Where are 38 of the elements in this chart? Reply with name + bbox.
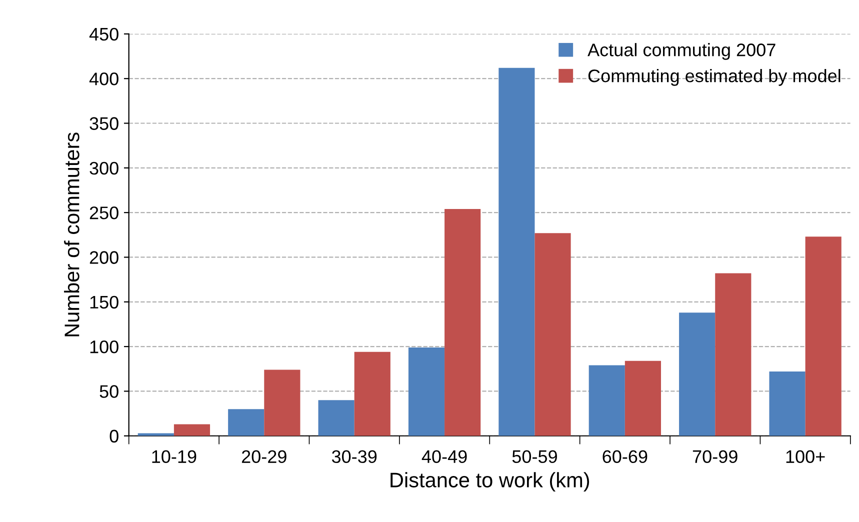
x-tick-label: 20-29 <box>242 450 286 464</box>
y-tick-label: 50 <box>100 385 118 398</box>
y-tick-label: 100 <box>90 340 118 354</box>
y-tick-label: 200 <box>90 251 118 264</box>
y-tick-label: 250 <box>90 206 118 220</box>
x-tick-label: 60-69 <box>602 450 648 464</box>
y-tick-label: 450 <box>89 28 118 41</box>
y-tick-label: 150 <box>90 296 118 309</box>
bar <box>588 365 625 436</box>
bar <box>318 400 354 436</box>
bar <box>408 347 445 436</box>
bar <box>444 208 481 436</box>
bar <box>624 360 661 436</box>
bar <box>174 424 210 436</box>
y-tick-label: 350 <box>90 117 118 130</box>
bar <box>534 233 571 436</box>
x-tick-label: 100+ <box>786 450 825 464</box>
y-axis-title: Number of commuters <box>64 132 80 336</box>
x-tick-label: 30-39 <box>332 450 377 464</box>
bar <box>679 312 716 436</box>
x-tick-label: 10-19 <box>152 450 196 464</box>
bar <box>228 409 264 436</box>
y-tick-label: 400 <box>89 72 118 86</box>
bar <box>769 372 806 436</box>
bar <box>138 433 174 436</box>
x-tick-label: 40-49 <box>422 450 467 464</box>
bar <box>354 352 390 436</box>
y-tick-label: 300 <box>90 162 118 175</box>
y-tick-label: 0 <box>110 430 118 443</box>
bar <box>498 68 535 436</box>
x-tick-label: 50-59 <box>512 450 557 464</box>
bar <box>805 236 842 436</box>
bar <box>715 273 752 436</box>
legend-label: Commuting estimated by model <box>588 69 840 86</box>
legend-label: Actual commuting 2007 <box>588 43 776 60</box>
x-axis-title: Distance to work (km) <box>390 472 590 492</box>
x-tick-label: 70-99 <box>692 450 738 464</box>
bar <box>264 370 300 436</box>
